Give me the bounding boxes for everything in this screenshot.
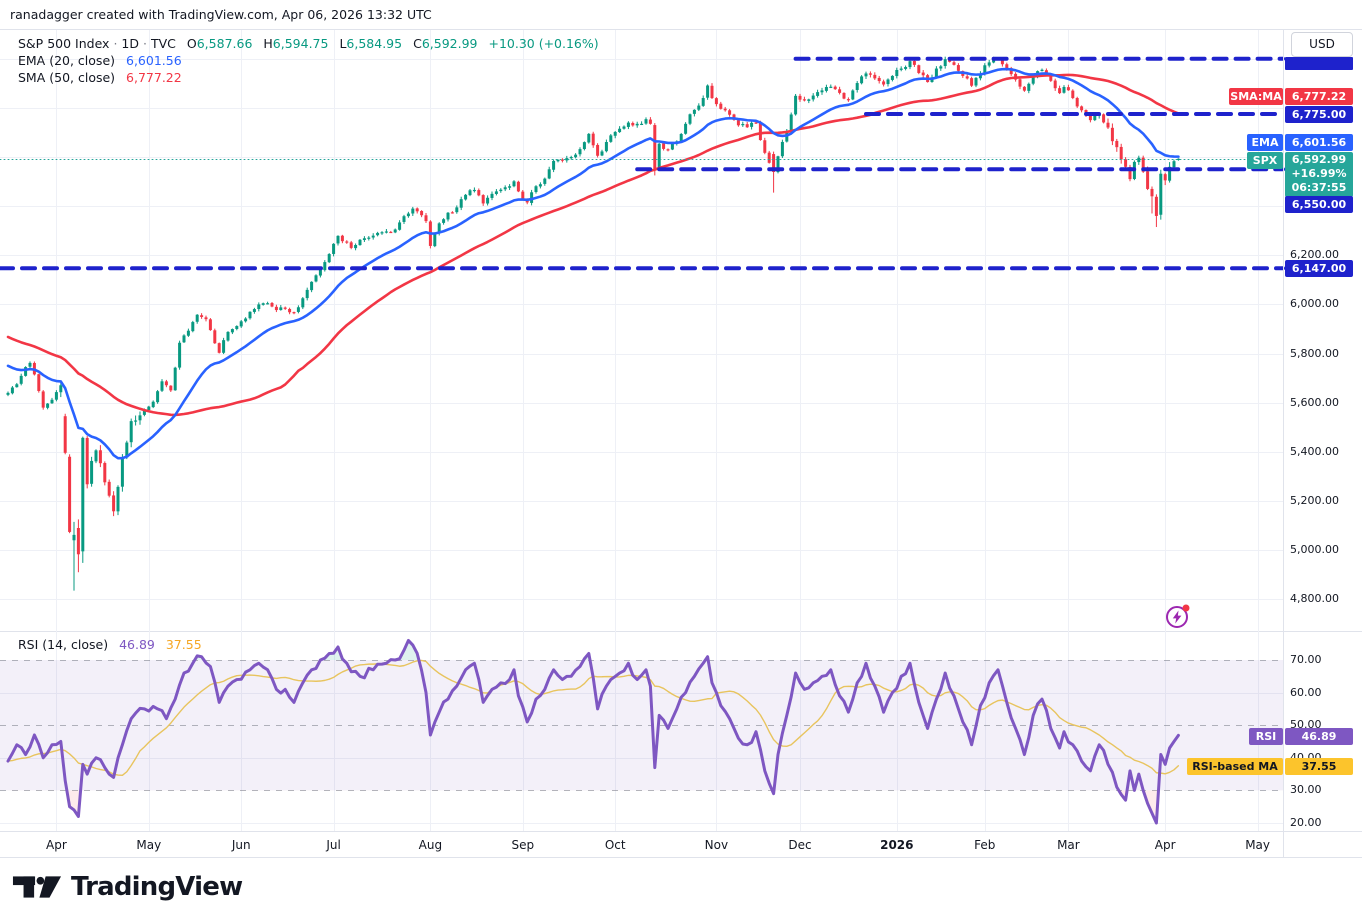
spx-change-pct: +16.99% <box>1291 167 1347 180</box>
rsi-tick-label: 60.00 <box>1290 685 1322 699</box>
rsi-legend-row: RSI (14, close) 46.89 37.55 <box>18 637 202 653</box>
price-tick-label: 6,200.00 <box>1290 248 1339 262</box>
tradingview-logo-mark-icon <box>12 876 62 898</box>
rsi-ma-legend-value: 37.55 <box>165 637 202 652</box>
month-label: Dec <box>788 838 812 852</box>
ema-axis-tag: EMA <box>1247 134 1283 151</box>
sma-axis-value: 6,777.22 <box>1285 88 1353 105</box>
month-label: Jul <box>326 838 341 852</box>
ema-legend-label[interactable]: EMA (20, close) <box>18 53 116 68</box>
rsi-legend-value: 46.89 <box>119 637 155 652</box>
rsi-tick-label: 50.00 <box>1290 718 1322 732</box>
price-tick-label: 5,000.00 <box>1290 543 1339 557</box>
spx-price: 6,592.99 <box>1291 153 1347 166</box>
month-label: May <box>136 838 162 852</box>
low-value: 6,584.95 <box>346 36 403 51</box>
rsi-ma-axis-tag: RSI-based MA <box>1187 758 1283 775</box>
attribution-text: ranadagger created with TradingView.com,… <box>10 7 432 22</box>
clipped-price-label <box>1285 57 1353 70</box>
month-label: May <box>1245 838 1270 852</box>
price-tick-label: 6,000.00 <box>1290 297 1339 311</box>
tradingview-logo-text: TradingView <box>71 872 243 902</box>
level-6775-label: 6,775.00 <box>1285 106 1353 123</box>
rsi-legend-label[interactable]: RSI (14, close) <box>18 637 109 652</box>
month-label: Nov <box>704 838 729 852</box>
high-value: 6,594.75 <box>272 36 329 51</box>
spx-axis-tag: SPX <box>1247 152 1283 169</box>
level-6147-label: 6,147.00 <box>1285 260 1353 277</box>
rsi-tick-label: 70.00 <box>1290 653 1322 666</box>
sma-legend-value: 6,777.22 <box>126 70 182 85</box>
spx-axis-label: 6,592.99 +16.99% 06:37:55 <box>1285 152 1353 197</box>
price-axis[interactable] <box>1283 30 1362 858</box>
legend-separator: · <box>113 36 118 51</box>
symbol-legend-row: S&P 500 Index · 1D · TVC O6,587.66 H6,594.75… <box>18 36 599 52</box>
rsi-tick-label: 20.00 <box>1290 816 1322 829</box>
rsi-tick-label: 30.00 <box>1290 783 1322 797</box>
month-label: Mar <box>1057 838 1080 852</box>
month-label: Aug <box>418 838 443 852</box>
legend-panel: S&P 500 Index · 1D · TVC O6,587.66 H6,594.75… <box>18 36 599 87</box>
rsi-axis-value: 46.89 <box>1285 728 1353 745</box>
red-dot-badge <box>1182 604 1190 612</box>
symbol-title[interactable]: S&P 500 Index <box>18 36 110 51</box>
month-label: Apr <box>1154 838 1176 852</box>
currency-button[interactable]: USD <box>1291 32 1353 57</box>
lightning-icon[interactable] <box>1164 601 1194 631</box>
month-label: 2026 <box>880 838 914 852</box>
open-value: 6,587.66 <box>196 36 253 51</box>
exchange-label: TVC <box>150 36 176 51</box>
month-label: Jun <box>231 838 251 852</box>
rsi-ma-axis-value: 37.55 <box>1285 758 1353 775</box>
month-label: Oct <box>604 838 626 852</box>
level-6550-label: 6,550.00 <box>1285 196 1353 213</box>
spx-countdown: 06:37:55 <box>1291 181 1347 194</box>
price-tick-label: 5,600.00 <box>1290 395 1339 409</box>
price-tick-label: 5,800.00 <box>1290 346 1339 360</box>
price-tick-label: 4,800.00 <box>1290 592 1339 606</box>
price-tick-label: 5,200.00 <box>1290 493 1339 507</box>
ema-axis-value: 6,601.56 <box>1285 134 1353 151</box>
rsi-axis-tag: RSI <box>1249 728 1283 745</box>
month-label: Sep <box>511 838 535 852</box>
close-label: C <box>413 36 422 51</box>
sma-legend-label[interactable]: SMA (50, close) <box>18 70 116 85</box>
lightning-bolt <box>1172 610 1182 624</box>
sma-axis-tag: SMA:MA <box>1229 88 1283 105</box>
month-label: Apr <box>46 838 67 852</box>
change-value: +10.30 (+0.16%) <box>488 36 599 51</box>
legend-separator: · <box>143 36 147 51</box>
price-tick-label: 5,400.00 <box>1290 444 1339 458</box>
month-label: Feb <box>974 838 996 852</box>
ema-legend-row: EMA (20, close) 6,601.56 <box>18 53 599 69</box>
low-label: L <box>339 36 347 51</box>
interval-label[interactable]: 1D <box>121 36 139 51</box>
ema-legend-value: 6,601.56 <box>126 53 182 68</box>
high-label: H <box>263 36 273 51</box>
tradingview-logo[interactable]: TradingView <box>12 870 243 904</box>
close-value: 6,592.99 <box>421 36 478 51</box>
open-label: O <box>186 36 197 51</box>
sma-legend-row: SMA (50, close) 6,777.22 <box>18 70 599 86</box>
